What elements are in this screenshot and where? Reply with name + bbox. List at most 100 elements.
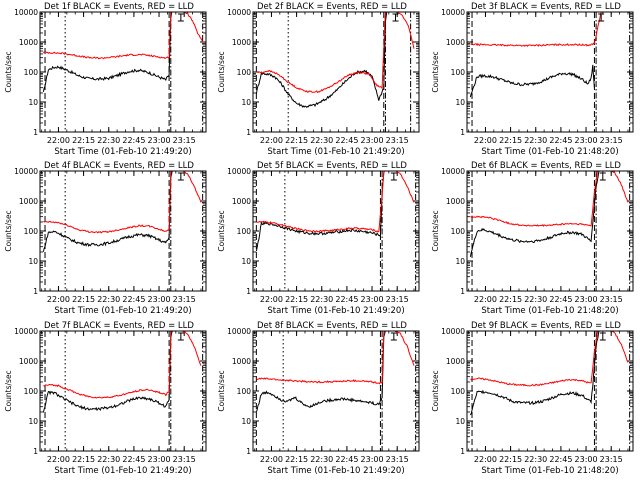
y-tick-label: 10000 [441, 327, 465, 336]
y-tick-label: 1 [246, 447, 251, 456]
plot-area [42, 331, 202, 413]
x-tick-label: 23:15 [173, 295, 196, 304]
series-line-lld [256, 171, 415, 233]
chart-panel-2f: Det 2f BLACK = Events, RED = LLD Counts/s… [217, 2, 420, 157]
x-tick-label: 22:30 [310, 136, 333, 145]
y-tick-label: 10000 [227, 8, 251, 17]
x-tick-label: 22:45 [335, 455, 358, 464]
plot-area [255, 331, 415, 413]
plot-frame [39, 11, 207, 133]
y-tick-label: 1000 [19, 197, 38, 206]
plot-area [469, 12, 630, 98]
x-tick-label: 22:00 [47, 295, 70, 304]
x-tick-label: 23:00 [361, 295, 384, 304]
x-tick-label: 22:15 [72, 136, 95, 145]
x-tick-label: 22:30 [97, 136, 120, 145]
x-tick-label: 22:15 [72, 295, 95, 304]
ibeam-marker [598, 13, 605, 22]
x-tick-label: 22:30 [310, 455, 333, 464]
y-tick-label: 10 [455, 98, 465, 107]
series-line-lld [470, 171, 629, 228]
x-axis-label: Start Time (01-Feb-10 21:49:20) [54, 466, 191, 476]
y-tick-label: 10 [28, 417, 38, 426]
x-tick-label: 23:00 [361, 136, 384, 145]
y-tick-label: 1000 [19, 38, 38, 47]
y-tick-label: 1 [33, 128, 38, 137]
y-tick-label: 10 [455, 257, 465, 266]
x-tick-label: 22:00 [260, 295, 283, 304]
x-tick-label: 23:00 [575, 455, 598, 464]
x-tick-label: 23:00 [148, 455, 171, 464]
y-tick-label: 100 [237, 68, 252, 77]
y-tick-label: 10 [28, 98, 38, 107]
x-tick-label: 22:00 [474, 455, 497, 464]
y-tick-label: 10000 [227, 327, 251, 336]
ibeam-marker [599, 172, 606, 181]
x-tick-label: 22:00 [260, 455, 283, 464]
plot-area [469, 171, 629, 257]
x-tick-label: 22:15 [285, 455, 308, 464]
y-tick-label: 100 [24, 68, 39, 77]
plot-area [255, 12, 415, 109]
y-axis-label: Counts/sec [431, 51, 440, 92]
plot-frame [252, 170, 420, 292]
series-line-lld [43, 171, 202, 234]
y-tick-label: 10000 [441, 167, 465, 176]
x-tick-label: 23:00 [361, 455, 384, 464]
y-tick-label: 100 [451, 227, 466, 236]
y-tick-label: 100 [237, 387, 252, 396]
y-tick-label: 1000 [446, 197, 465, 206]
x-tick-label: 23:15 [386, 295, 409, 304]
x-tick-label: 23:15 [173, 136, 196, 145]
plot-frame [252, 11, 420, 133]
y-tick-label: 100 [451, 68, 466, 77]
y-tick-label: 1000 [232, 38, 251, 47]
x-tick-label: 22:45 [549, 455, 572, 464]
x-tick-label: 22:00 [474, 295, 497, 304]
chart-title: Det 7f BLACK = Events, RED = LLD [44, 321, 194, 331]
y-tick-label: 1 [460, 447, 465, 456]
x-tick-label: 22:15 [72, 455, 95, 464]
plot-frame [252, 330, 420, 452]
x-tick-label: 22:30 [524, 136, 547, 145]
y-tick-label: 1000 [446, 357, 465, 366]
x-tick-label: 23:15 [386, 455, 409, 464]
chart-title: Det 6f BLACK = Events, RED = LLD [471, 161, 621, 171]
ibeam-marker [390, 172, 397, 181]
x-axis-label: Start Time (01-Feb-10 21:49:20) [267, 306, 404, 316]
x-axis-label: Start Time (01-Feb-10 21:48:20) [481, 466, 618, 476]
x-tick-label: 22:45 [549, 136, 572, 145]
x-tick-label: 22:45 [122, 455, 145, 464]
chart-panel-4f: Det 4f BLACK = Events, RED = LLD Counts/s… [4, 161, 207, 316]
y-tick-label: 10000 [441, 8, 465, 17]
x-axis-label: Start Time (01-Feb-10 21:48:20) [481, 306, 618, 316]
series-line-events [255, 331, 386, 413]
x-tick-label: 23:15 [173, 455, 196, 464]
x-tick-label: 22:15 [499, 295, 522, 304]
x-tick-label: 23:15 [600, 136, 623, 145]
chart-panel-7f: Det 7f BLACK = Events, RED = LLD Counts/s… [4, 321, 207, 476]
x-axis-label: Start Time (01-Feb-10 21:48:20) [481, 147, 618, 157]
plot-area [42, 171, 202, 252]
x-tick-label: 22:00 [474, 136, 497, 145]
y-axis-label: Counts/sec [431, 370, 440, 411]
chart-panel-5f: Det 5f BLACK = Events, RED = LLD Counts/s… [217, 161, 420, 316]
x-tick-label: 22:30 [524, 295, 547, 304]
x-tick-label: 22:45 [549, 295, 572, 304]
y-tick-label: 1000 [19, 357, 38, 366]
x-tick-label: 22:00 [47, 136, 70, 145]
chart-title: Det 4f BLACK = Events, RED = LLD [44, 161, 194, 171]
y-tick-label: 10 [241, 98, 251, 107]
y-tick-label: 10000 [14, 327, 38, 336]
x-tick-label: 22:15 [285, 136, 308, 145]
series-line-events [42, 331, 173, 413]
y-tick-label: 10000 [227, 167, 251, 176]
x-tick-label: 23:00 [148, 295, 171, 304]
chart-panel-3f: Det 3f BLACK = Events, RED = LLD Counts/s… [431, 2, 634, 157]
plot-frame [466, 330, 634, 452]
x-tick-label: 22:15 [499, 455, 522, 464]
chart-title: Det 1f BLACK = Events, RED = LLD [44, 2, 194, 12]
chart-panel-1f: Det 1f BLACK = Events, RED = LLD Counts/s… [4, 2, 207, 157]
